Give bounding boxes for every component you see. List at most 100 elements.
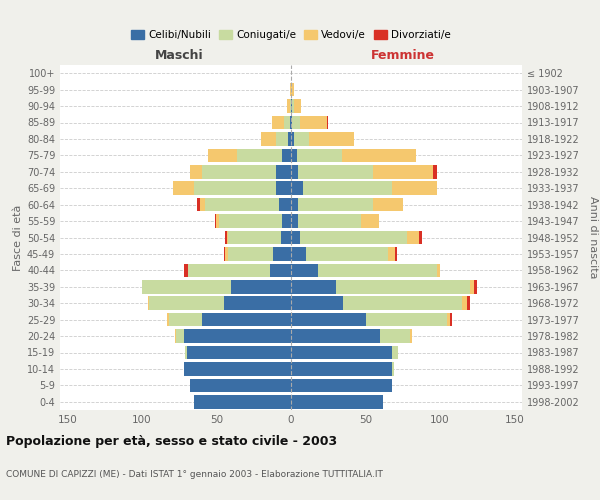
Bar bbox=[407, 231, 419, 244]
Bar bbox=[392, 182, 437, 195]
Bar bbox=[291, 148, 297, 162]
Bar bbox=[419, 231, 422, 244]
Bar bbox=[292, 116, 300, 129]
Bar bbox=[279, 198, 291, 211]
Text: Femmine: Femmine bbox=[371, 48, 435, 62]
Bar bbox=[291, 231, 300, 244]
Bar bbox=[149, 296, 224, 310]
Bar bbox=[282, 214, 291, 228]
Bar bbox=[276, 182, 291, 195]
Bar bbox=[365, 313, 448, 326]
Bar bbox=[287, 100, 290, 113]
Bar bbox=[298, 165, 373, 178]
Bar bbox=[188, 264, 270, 277]
Bar bbox=[175, 330, 176, 343]
Bar bbox=[273, 247, 291, 260]
Bar bbox=[194, 395, 291, 408]
Bar bbox=[176, 330, 184, 343]
Bar bbox=[197, 198, 200, 211]
Text: COMUNE DI CAPIZZI (ME) - Dati ISTAT 1° gennaio 2003 - Elaborazione TUTTITALIA.IT: COMUNE DI CAPIZZI (ME) - Dati ISTAT 1° g… bbox=[6, 470, 383, 479]
Bar bbox=[291, 296, 343, 310]
Bar bbox=[341, 148, 416, 162]
Bar bbox=[448, 313, 451, 326]
Bar bbox=[291, 395, 383, 408]
Bar bbox=[229, 247, 273, 260]
Bar bbox=[361, 214, 379, 228]
Bar bbox=[205, 198, 279, 211]
Bar bbox=[194, 182, 276, 195]
Bar bbox=[291, 346, 392, 359]
Bar bbox=[224, 247, 226, 260]
Bar bbox=[290, 83, 291, 96]
Bar bbox=[380, 330, 410, 343]
Bar bbox=[190, 165, 202, 178]
Bar bbox=[463, 296, 467, 310]
Bar bbox=[220, 214, 282, 228]
Bar bbox=[261, 132, 276, 145]
Bar bbox=[470, 280, 475, 293]
Bar bbox=[291, 247, 306, 260]
Bar bbox=[291, 280, 336, 293]
Bar bbox=[451, 313, 452, 326]
Bar bbox=[291, 165, 298, 178]
Bar bbox=[185, 346, 187, 359]
Bar bbox=[373, 198, 403, 211]
Bar bbox=[336, 280, 470, 293]
Bar bbox=[291, 362, 392, 376]
Bar bbox=[226, 231, 227, 244]
Bar bbox=[291, 116, 292, 129]
Bar bbox=[208, 148, 238, 162]
Bar bbox=[148, 296, 149, 310]
Bar bbox=[290, 100, 291, 113]
Bar bbox=[281, 231, 291, 244]
Bar bbox=[184, 362, 291, 376]
Bar bbox=[309, 132, 353, 145]
Bar bbox=[232, 280, 291, 293]
Bar bbox=[187, 346, 291, 359]
Bar bbox=[227, 231, 229, 244]
Bar bbox=[291, 264, 318, 277]
Bar bbox=[290, 116, 291, 129]
Bar bbox=[190, 378, 291, 392]
Bar bbox=[276, 132, 288, 145]
Bar bbox=[284, 116, 290, 129]
Bar bbox=[291, 100, 292, 113]
Y-axis label: Anni di nascita: Anni di nascita bbox=[588, 196, 598, 279]
Bar bbox=[217, 214, 220, 228]
Bar bbox=[184, 330, 291, 343]
Bar bbox=[388, 247, 395, 260]
Bar bbox=[142, 280, 232, 293]
Bar bbox=[300, 116, 327, 129]
Bar bbox=[184, 264, 188, 277]
Bar bbox=[291, 330, 380, 343]
Bar bbox=[300, 231, 407, 244]
Bar bbox=[392, 346, 398, 359]
Bar bbox=[392, 362, 394, 376]
Legend: Celibi/Nubili, Coniugati/e, Vedovi/e, Divorziati/e: Celibi/Nubili, Coniugati/e, Vedovi/e, Di… bbox=[127, 26, 455, 44]
Bar bbox=[294, 100, 301, 113]
Bar bbox=[294, 132, 309, 145]
Bar bbox=[373, 165, 433, 178]
Y-axis label: Fasce di età: Fasce di età bbox=[13, 204, 23, 270]
Bar bbox=[202, 313, 291, 326]
Bar bbox=[467, 296, 470, 310]
Bar bbox=[202, 165, 276, 178]
Bar bbox=[272, 116, 284, 129]
Bar bbox=[327, 116, 328, 129]
Bar bbox=[298, 198, 373, 211]
Bar bbox=[343, 296, 463, 310]
Bar bbox=[291, 214, 298, 228]
Bar bbox=[395, 247, 397, 260]
Bar bbox=[475, 280, 477, 293]
Bar bbox=[298, 214, 361, 228]
Bar bbox=[291, 132, 294, 145]
Bar bbox=[169, 313, 202, 326]
Text: Maschi: Maschi bbox=[155, 48, 203, 62]
Bar bbox=[226, 247, 229, 260]
Text: Popolazione per età, sesso e stato civile - 2003: Popolazione per età, sesso e stato civil… bbox=[6, 435, 337, 448]
Bar bbox=[173, 182, 194, 195]
Bar bbox=[291, 198, 298, 211]
Bar bbox=[297, 148, 341, 162]
Bar bbox=[437, 264, 440, 277]
Bar bbox=[291, 182, 303, 195]
